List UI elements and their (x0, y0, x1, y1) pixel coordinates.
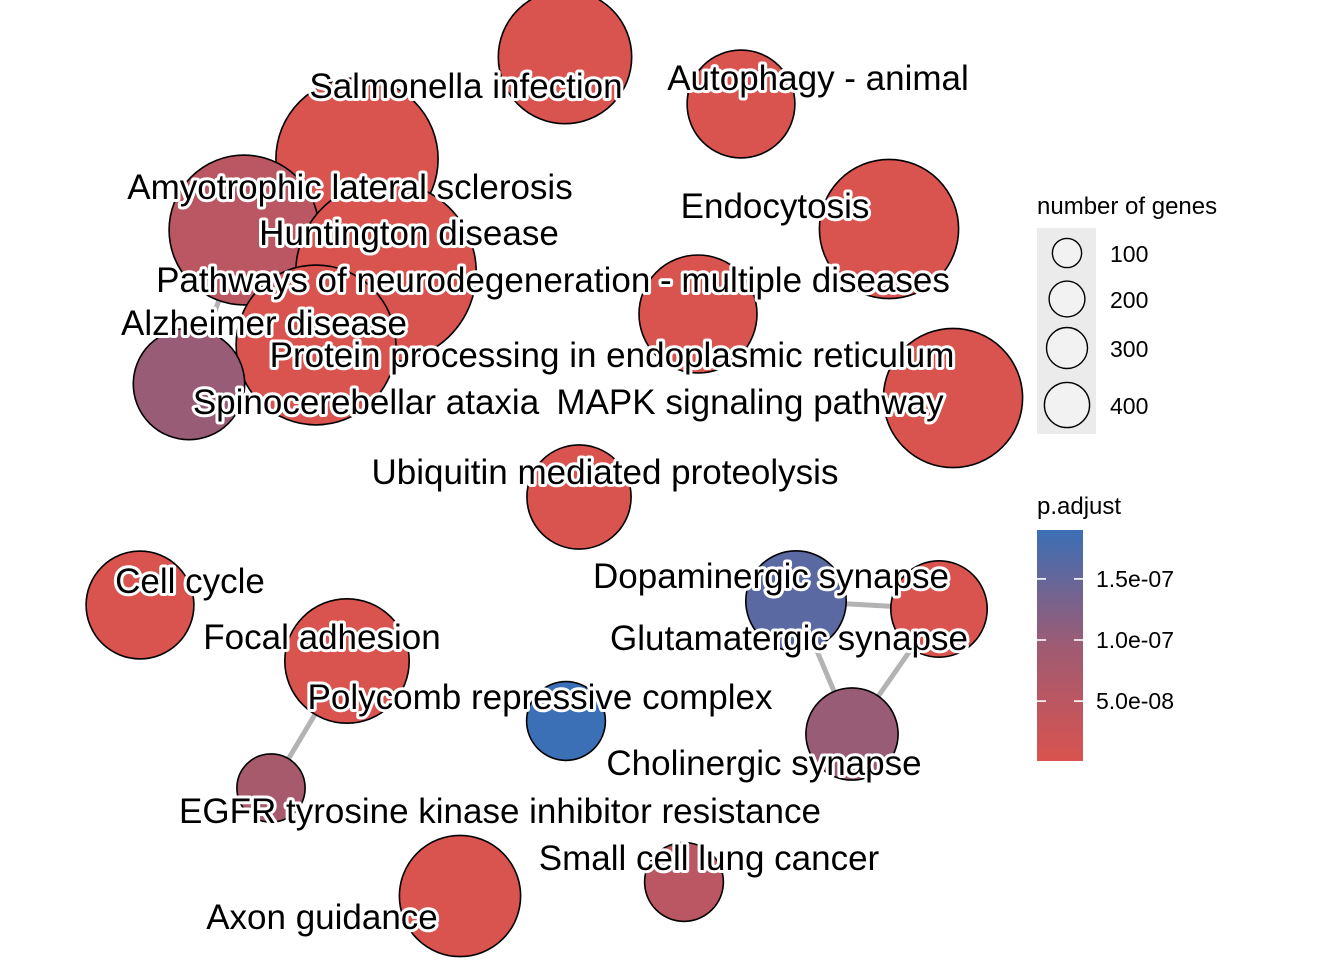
node-label-egfr: EGFR tyrosine kinase inhibitor resistanc… (179, 792, 821, 831)
size-legend-circle-300 (1045, 326, 1089, 370)
node-sclc[interactable] (643, 841, 725, 923)
node-label-mapk: MAPK signaling pathway (556, 383, 944, 422)
node-cholinergic[interactable] (805, 687, 899, 781)
node-label-ubiquitin: Ubiquitin mediated proteolysis (372, 453, 839, 492)
node-mapk[interactable] (882, 327, 1024, 469)
node-protein_er[interactable] (638, 254, 758, 374)
size-legend-label-300: 300 (1110, 336, 1148, 362)
node-label-als: Amyotrophic lateral sclerosis (127, 168, 572, 207)
size-legend-title: number of genes (1037, 193, 1217, 220)
node-label-sca: Spinocerebellar ataxia (193, 383, 540, 422)
node-label-huntington: Huntington disease (259, 214, 559, 253)
node-label-axon: Axon guidance (206, 898, 438, 937)
nodes-layer (85, 0, 1024, 958)
node-polycomb[interactable] (525, 680, 607, 762)
node-label-endocytosis: Endocytosis (681, 187, 870, 226)
node-ubiquitin[interactable] (526, 444, 632, 550)
node-label-glutamatergic: Glutamatergic synapse (610, 619, 968, 658)
node-label-protein_er: Protein processing in endoplasmic reticu… (270, 336, 955, 375)
node-label-salmonella: Salmonella infection (309, 67, 622, 106)
node-autophagy[interactable] (686, 49, 796, 159)
node-cellcycle[interactable] (85, 550, 195, 660)
node-label-sclc: Small cell lung cancer (539, 839, 880, 878)
node-label-cellcycle: Cell cycle (115, 562, 265, 601)
node-label-neurodegeneration: Pathways of neurodegeneration - multiple… (156, 261, 950, 300)
node-label-autophagy: Autophagy - animal (667, 59, 969, 98)
size-legend-circle-100 (1051, 237, 1083, 269)
node-alzheimer[interactable] (235, 264, 397, 426)
node-label-dopaminergic: Dopaminergic synapse (593, 557, 949, 596)
color-legend-title: p.adjust (1037, 493, 1121, 520)
node-glutamatergic[interactable] (889, 559, 988, 658)
node-egfr[interactable] (236, 753, 306, 823)
node-sca[interactable] (132, 327, 246, 441)
size-legend: number of genes 100 200 300 400 (1037, 193, 1217, 434)
size-legend-label-200: 200 (1110, 287, 1148, 313)
size-legend-circle-200 (1048, 280, 1086, 318)
size-legend-label-400: 400 (1110, 393, 1148, 419)
color-legend-label-5.0e-08: 5.0e-08 (1096, 688, 1174, 714)
node-label-polycomb: Polycomb repressive complex (308, 678, 773, 717)
color-legend-label-1.5e-07: 1.5e-07 (1096, 566, 1174, 592)
node-label-alzheimer: Alzheimer disease (121, 304, 407, 343)
node-axon[interactable] (398, 834, 522, 958)
size-legend-circle-400 (1043, 381, 1091, 429)
node-endocytosis[interactable] (818, 158, 960, 300)
color-legend-label-1.0e-07: 1.0e-07 (1096, 627, 1174, 653)
node-dopaminergic[interactable] (744, 549, 847, 652)
color-legend: p.adjust 1.5e-07 1.0e-07 5.0e-08 (1037, 493, 1174, 761)
node-label-cholinergic: Cholinergic synapse (606, 744, 921, 783)
size-legend-label-100: 100 (1110, 241, 1148, 267)
node-salmonella[interactable] (497, 0, 633, 125)
labels-layer: Salmonella infection Autophagy - animal Am… (112, 56, 972, 940)
color-legend-bar (1037, 530, 1083, 761)
node-focal[interactable] (283, 597, 410, 724)
node-label-focal: Focal adhesion (203, 618, 440, 657)
